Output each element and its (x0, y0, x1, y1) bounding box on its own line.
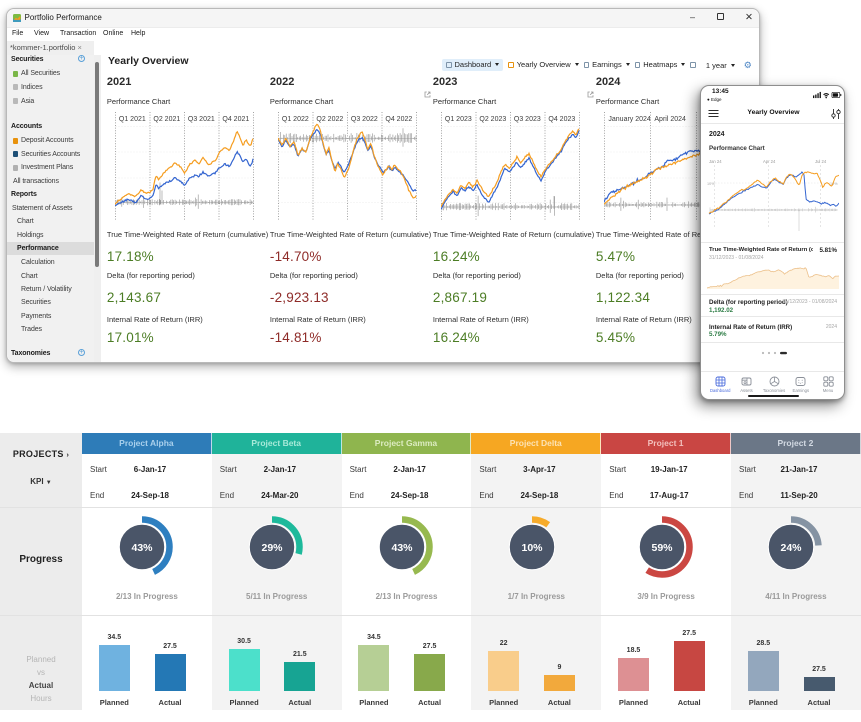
svg-text:10%: 10% (521, 542, 543, 554)
svg-text:29%: 29% (262, 542, 284, 554)
svg-text:43%: 43% (132, 542, 154, 554)
svg-text:24%: 24% (781, 542, 803, 554)
svg-text:10%: 10% (830, 182, 838, 186)
svg-text:10%: 10% (707, 182, 715, 186)
svg-text:59%: 59% (651, 542, 673, 554)
svg-text:43%: 43% (391, 542, 413, 554)
